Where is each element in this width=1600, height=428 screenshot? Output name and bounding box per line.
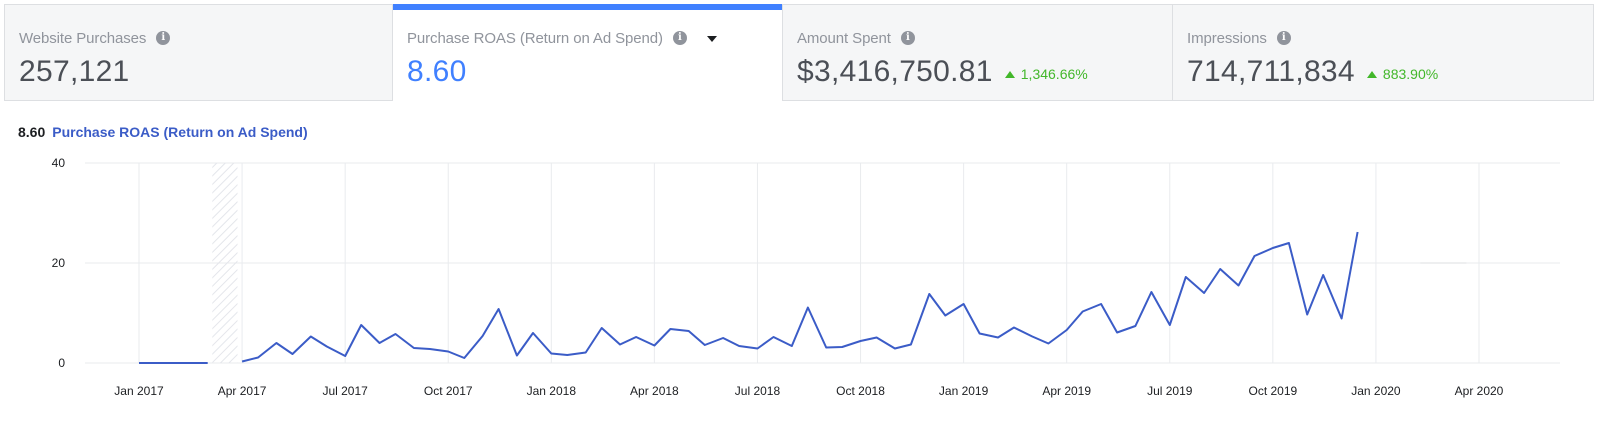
x-axis: Jan 2017 Apr 2017 Jul 2017 Oct 2017 Jan 2018…	[114, 384, 1503, 398]
tab-label: Amount Spent	[797, 29, 891, 47]
tab-label: Purchase ROAS (Return on Ad Spend)	[407, 29, 663, 47]
chart-header-value: 8.60	[18, 124, 46, 140]
tab-value: $3,416,750.81	[797, 55, 993, 88]
chart-header-metric[interactable]: Purchase ROAS (Return on Ad Spend)	[52, 124, 308, 140]
arrow-up-icon	[1366, 70, 1377, 78]
tab-value: 8.60	[407, 55, 467, 88]
x-tick-label: Oct 2018	[836, 384, 885, 398]
tab-purchase-roas[interactable]: Purchase ROAS (Return on Ad Spend) i 8.6…	[393, 4, 783, 101]
series-line	[139, 231, 1467, 364]
info-icon[interactable]: i	[900, 31, 915, 45]
x-tick-label: Jul 2019	[1147, 384, 1193, 398]
x-tick-label: Jul 2018	[735, 384, 781, 398]
x-tick-label: Apr 2019	[1042, 384, 1091, 398]
info-icon[interactable]: i	[156, 31, 171, 45]
delta-text: 883.90%	[1382, 66, 1439, 82]
y-tick-label: 20	[52, 256, 66, 270]
tab-label: Website Purchases	[19, 29, 147, 47]
delta-text: 1,346.66%	[1020, 66, 1088, 82]
y-tick-label: 40	[52, 156, 66, 170]
tab-label: Impressions	[1187, 29, 1267, 47]
x-tick-label: Jan 2017	[114, 384, 164, 398]
x-tick-label: Oct 2019	[1248, 384, 1297, 398]
tab-amount-spent[interactable]: Amount Spent i $3,416,750.81 1,346.66%	[783, 4, 1173, 101]
tab-website-purchases[interactable]: Website Purchases i 257,121	[4, 4, 393, 101]
x-tick-label: Apr 2018	[630, 384, 679, 398]
caret-down-icon[interactable]	[706, 36, 717, 42]
series-segment	[241, 231, 1359, 363]
active-indicator	[393, 4, 782, 10]
arrow-up-icon	[1004, 70, 1015, 78]
chart-header: 8.60 Purchase ROAS (Return on Ad Spend)	[18, 124, 308, 140]
tab-value: 257,121	[19, 55, 130, 88]
tab-impressions[interactable]: Impressions i 714,711,834 883.90%	[1173, 4, 1594, 101]
grid	[85, 162, 1560, 364]
x-tick-label: Jan 2018	[527, 384, 577, 398]
info-icon[interactable]: i	[1276, 31, 1291, 45]
metric-tabs: Website Purchases i 257,121 Purchase ROA…	[4, 4, 1594, 101]
no-data-region	[212, 163, 238, 363]
x-tick-label: Oct 2017	[424, 384, 473, 398]
delta-badge: 1,346.66%	[1004, 66, 1088, 82]
x-tick-label: Jul 2017	[322, 384, 368, 398]
x-tick-label: Jan 2019	[939, 384, 989, 398]
x-tick-label: Apr 2017	[218, 384, 267, 398]
y-axis: 0 20 40	[52, 156, 66, 370]
delta-badge: 883.90%	[1366, 66, 1439, 82]
x-tick-label: Jan 2020	[1351, 384, 1401, 398]
y-tick-label: 0	[58, 356, 65, 370]
x-tick-label: Apr 2020	[1455, 384, 1504, 398]
info-icon[interactable]: i	[672, 31, 687, 45]
tab-value: 714,711,834	[1187, 55, 1355, 88]
